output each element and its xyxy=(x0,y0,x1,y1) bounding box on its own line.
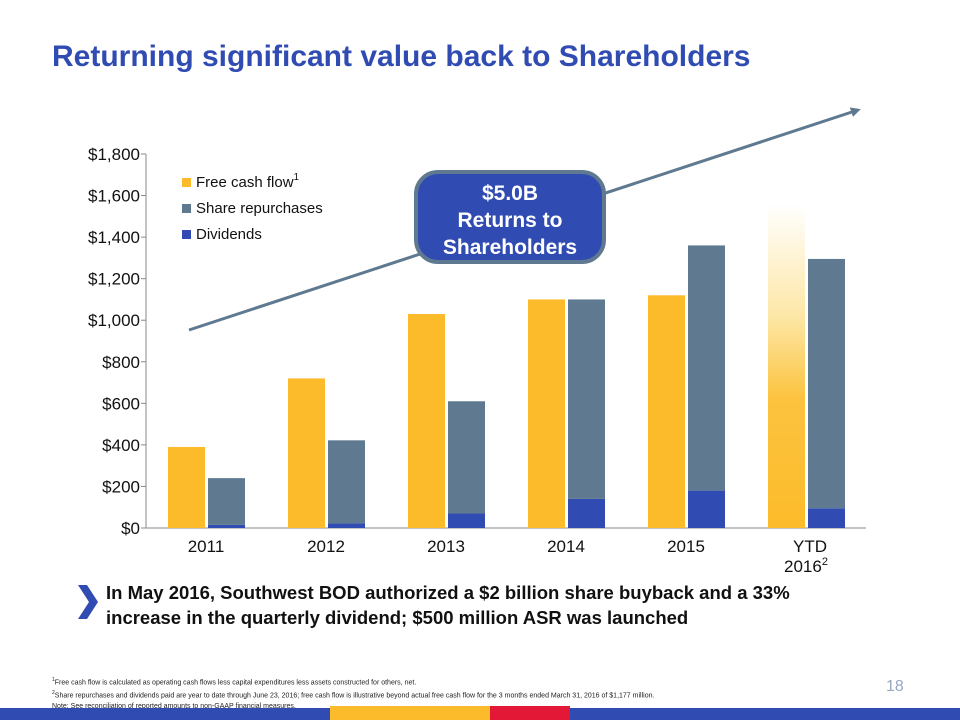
bar-dividends xyxy=(208,524,245,528)
bar-free-cash-flow xyxy=(288,378,325,528)
legend-label: Free cash flow1 xyxy=(196,172,300,191)
y-tick-label: $0 xyxy=(121,519,140,538)
legend-label: Share repurchases xyxy=(196,200,323,217)
footnotes: 1Free cash flow is calculated as operati… xyxy=(52,675,654,712)
bubble-line-2: Returns to xyxy=(457,209,563,232)
page-number: 18 xyxy=(886,678,904,695)
y-tick-label: $200 xyxy=(102,477,140,496)
x-tick-label: 2015 xyxy=(667,537,705,556)
bar-free-cash-flow xyxy=(168,446,205,528)
legend-label: Dividends xyxy=(196,226,262,243)
x-tick-label: 2013 xyxy=(427,537,465,556)
x-tick-label: 2011 xyxy=(188,537,225,556)
x-tick-label: 2012 xyxy=(307,537,345,556)
y-tick-label: $800 xyxy=(102,353,140,372)
bar-free-cash-flow xyxy=(768,203,805,528)
bar-free-cash-flow xyxy=(528,299,565,528)
footer-stripe-red xyxy=(490,706,570,720)
legend-swatch xyxy=(182,178,191,187)
bar-share-repurchases xyxy=(448,401,485,514)
buyback-callout-text: In May 2016, Southwest BOD authorized a … xyxy=(106,582,790,628)
y-tick-label: $400 xyxy=(102,436,140,455)
footnote-note: Note: See reconciliation of reported amo… xyxy=(52,702,296,710)
bar-free-cash-flow xyxy=(648,295,685,528)
y-tick-label: $1,000 xyxy=(88,311,140,330)
bar-share-repurchases xyxy=(208,478,245,525)
legend-swatch xyxy=(182,204,191,213)
bar-dividends xyxy=(568,498,605,528)
y-tick-label: $1,200 xyxy=(88,270,140,289)
bar-free-cash-flow xyxy=(408,313,445,528)
bar-share-repurchases xyxy=(688,245,725,491)
bar-dividends xyxy=(328,523,365,528)
footnote-1: 1Free cash flow is calculated as operati… xyxy=(52,677,417,687)
bubble-amount: $5.0B xyxy=(481,182,539,205)
bar-dividends xyxy=(448,513,485,528)
returns-chart: $0 $200 $400 $600 $800 $1,000 $1,200 $1,400 $1,6… xyxy=(88,107,866,576)
y-tick-label: $1,400 xyxy=(88,228,140,247)
bubble-line-3: Shareholders xyxy=(442,236,578,259)
x-tick-label: 2014 xyxy=(547,537,585,556)
returns-callout-bubble: $5.0B Returns to Shareholders xyxy=(414,170,606,264)
bar-dividends xyxy=(808,508,845,528)
footnote-2: 2Share repurchases and dividends paid ar… xyxy=(52,690,655,700)
chevron-right-icon xyxy=(78,585,98,619)
bar-share-repurchases xyxy=(328,440,365,524)
y-tick-label: $1,600 xyxy=(88,187,140,206)
legend-swatch xyxy=(182,230,191,239)
bar-dividends xyxy=(688,490,725,528)
footer-band xyxy=(0,706,960,720)
x-tick-label: YTD 20162 xyxy=(784,537,828,576)
slide-title: Returning significant value back to Shar… xyxy=(52,40,751,73)
bar-share-repurchases xyxy=(808,258,845,509)
bar-share-repurchases xyxy=(568,299,605,499)
y-tick-label: $600 xyxy=(102,394,140,413)
y-tick-label: $1,800 xyxy=(88,145,140,164)
footer-stripe-gold xyxy=(330,706,490,720)
